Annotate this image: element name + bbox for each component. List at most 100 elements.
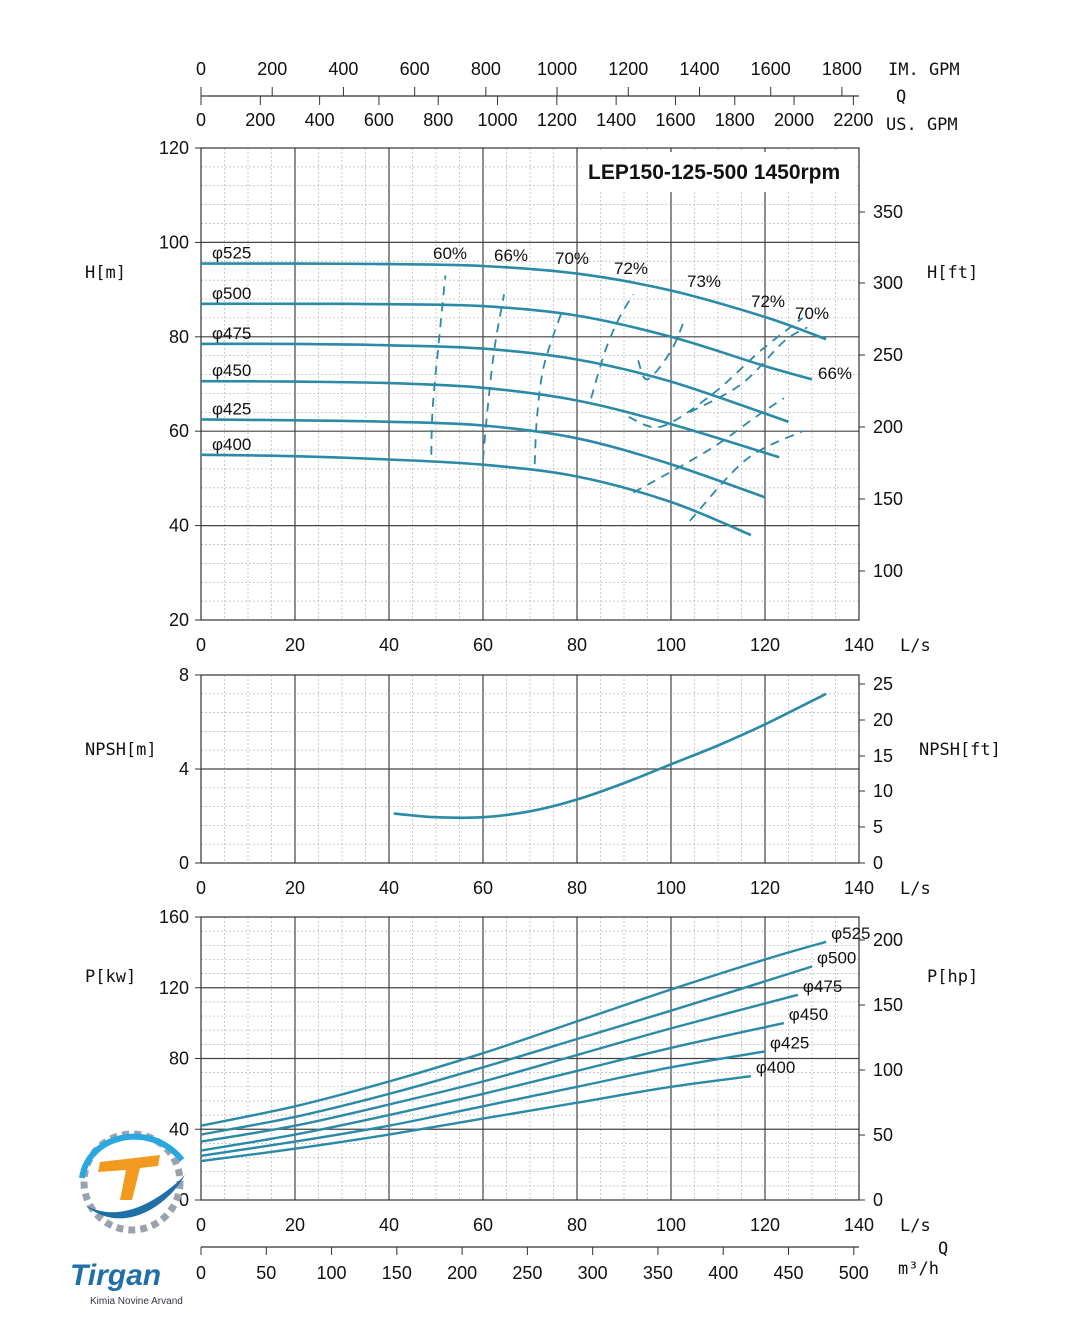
x-tick-label: 0: [196, 635, 206, 655]
im-gpm-tick-label: 200: [257, 59, 287, 79]
m3h-tick-label: 500: [839, 1263, 869, 1283]
x-tick-label: 140: [844, 1215, 874, 1235]
im-gpm-unit-label: IM. GPM: [888, 60, 960, 80]
y-axis-right-label: H[ft]: [927, 263, 978, 283]
x-tick-label: 80: [567, 878, 587, 898]
y-right-tick-label: 150: [873, 489, 903, 509]
power-curve-d425: [200, 1050, 766, 1157]
y-right-tick-label: 15: [873, 746, 893, 766]
m3h-tick-label: 300: [578, 1263, 608, 1283]
x-tick-label: 120: [750, 1215, 780, 1235]
x-tick-label: 20: [285, 878, 305, 898]
y-axis-right-label: P[hp]: [927, 967, 978, 987]
y-right-tick-label: 250: [873, 345, 903, 365]
efficiency-label: 70%: [795, 304, 829, 323]
x-axis-unit-label: L/s: [900, 879, 931, 899]
power-curve-label: φ425: [770, 1033, 809, 1052]
y-axis-label: H[m]: [85, 263, 126, 283]
head-curve-d425: [200, 418, 766, 499]
us-gpm-tick-label: 600: [364, 110, 394, 130]
us-gpm-tick-label: 800: [423, 110, 453, 130]
m3h-tick-label: 100: [317, 1263, 347, 1283]
im-gpm-tick-label: 1400: [679, 59, 719, 79]
curves-layer: [200, 262, 827, 1163]
y-right-tick-label: 25: [873, 674, 893, 694]
logo-t-orange: [98, 1155, 160, 1200]
im-gpm-tick-label: 800: [471, 59, 501, 79]
efficiency-label: 72%: [614, 259, 648, 278]
m3h-tick-label: 150: [382, 1263, 412, 1283]
y-right-tick-label: 20: [873, 710, 893, 730]
x-axis-unit-label: L/s: [900, 636, 931, 656]
x-tick-label: 100: [656, 878, 686, 898]
y-tick-label: 80: [169, 327, 189, 347]
x-tick-label: 40: [379, 1215, 399, 1235]
m3h-tick-label: 50: [256, 1263, 276, 1283]
efficiency-curve: [689, 430, 804, 522]
y-tick-label: 4: [179, 759, 189, 779]
x-tick-label: 80: [567, 635, 587, 655]
y-tick-label: 40: [169, 516, 189, 536]
y-tick-label: 0: [179, 1190, 189, 1210]
m3h-tick-label: 200: [447, 1263, 477, 1283]
im-gpm-tick-label: 1000: [537, 59, 577, 79]
efficiency-curve: [430, 275, 447, 455]
y-right-tick-label: 150: [873, 995, 903, 1015]
y-tick-label: 8: [179, 665, 189, 685]
power-curve-label: φ500: [817, 949, 856, 968]
head-curve-label: φ500: [212, 284, 251, 303]
us-gpm-tick-label: 0: [196, 110, 206, 130]
m3h-tick-label: 0: [196, 1263, 206, 1283]
y-right-tick-label: 10: [873, 781, 893, 801]
efficiency-label: 60%: [433, 244, 467, 263]
y-right-tick-label: 200: [873, 417, 903, 437]
x-tick-label: 100: [656, 635, 686, 655]
head-curve-label: φ525: [212, 244, 251, 263]
x-tick-label: 20: [285, 1215, 305, 1235]
head-curve-d450: [200, 379, 780, 459]
efficiency-curve: [628, 317, 804, 429]
chart-title: LEP150-125-500 1450rpm: [588, 161, 840, 184]
x-tick-label: 40: [379, 878, 399, 898]
head-curve-label: φ450: [212, 361, 251, 380]
efficiency-curve: [689, 326, 808, 414]
y-right-tick-label: 0: [873, 1190, 883, 1210]
y-right-tick-label: 100: [873, 561, 903, 581]
y-tick-label: 20: [169, 610, 189, 630]
y-right-tick-label: 0: [873, 853, 883, 873]
y-tick-label: 0: [179, 853, 189, 873]
us-gpm-tick-label: 1600: [655, 110, 695, 130]
power-curve-label: φ525: [831, 924, 870, 943]
m3h-tick-label: 450: [773, 1263, 803, 1283]
us-gpm-tick-label: 1800: [715, 110, 755, 130]
im-gpm-tick-label: 400: [328, 59, 358, 79]
x-tick-label: 80: [567, 1215, 587, 1235]
x-axis-unit-label: L/s: [900, 1216, 931, 1236]
efficiency-curve: [637, 317, 686, 381]
company-logo: Tirgan Kimia Novine Arvand: [70, 1130, 185, 1307]
us-gpm-tick-label: 200: [245, 110, 275, 130]
title-box: [582, 152, 856, 192]
im-gpm-tick-label: 600: [400, 59, 430, 79]
m3h-tick-label: 350: [643, 1263, 673, 1283]
logo-arc-blue: [79, 1133, 185, 1179]
head-curve-d400: [200, 453, 752, 537]
power-curve-label: φ450: [789, 1005, 828, 1024]
us-gpm-tick-label: 1000: [478, 110, 518, 130]
x-tick-label: 60: [473, 878, 493, 898]
m3h-tick-label: 250: [512, 1263, 542, 1283]
efficiency-curve: [482, 294, 505, 460]
power-curve-d475: [200, 993, 799, 1143]
y-right-tick-label: 300: [873, 273, 903, 293]
y-axis-label: P[kw]: [85, 967, 136, 987]
q-flow-label-bottom: Q: [938, 1239, 948, 1259]
efficiency-label: 66%: [818, 364, 852, 383]
power-curve-d500: [200, 965, 813, 1136]
efficiency-curve: [533, 308, 564, 465]
head-curve-label: φ400: [212, 435, 251, 454]
y-axis-label: NPSH[m]: [85, 740, 157, 760]
head-curve-label: φ425: [212, 399, 251, 418]
im-gpm-tick-label: 1600: [751, 59, 791, 79]
y-tick-label: 120: [159, 978, 189, 998]
power-curve-label: φ475: [803, 977, 842, 996]
